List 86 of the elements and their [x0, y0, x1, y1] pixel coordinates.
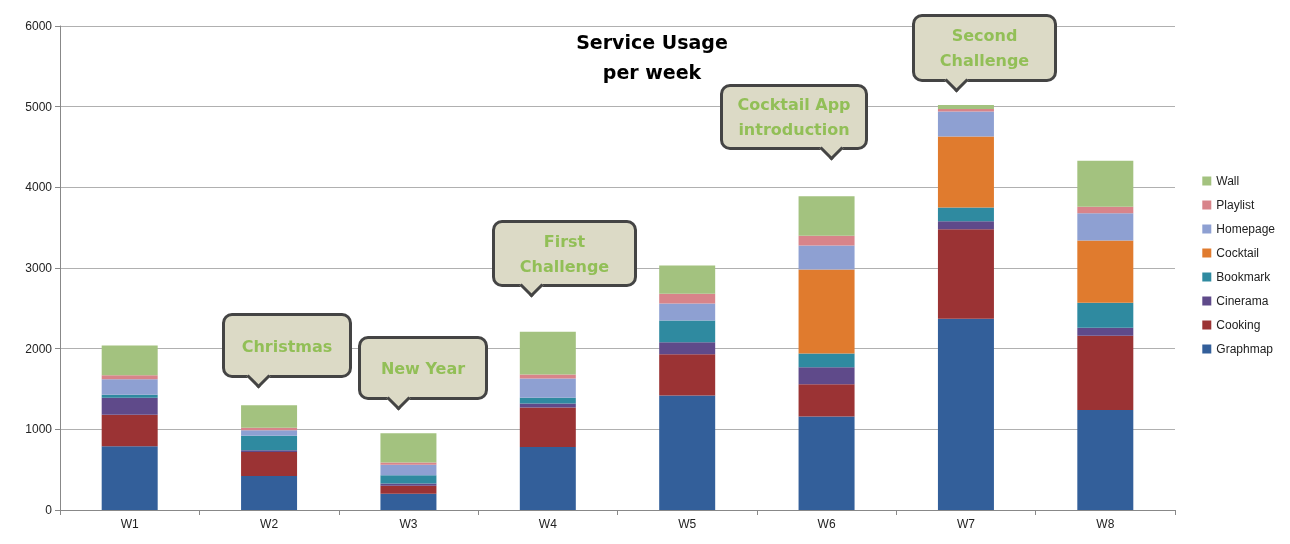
bar — [380, 462, 437, 465]
bar — [1077, 206, 1134, 214]
x-tick-label: W8 — [1096, 517, 1115, 531]
bar — [241, 405, 298, 428]
bar — [937, 136, 994, 208]
bar — [798, 245, 855, 270]
annotation: First Challenge — [518, 230, 611, 278]
bar — [519, 397, 576, 404]
bar — [937, 105, 994, 110]
bar — [659, 293, 716, 304]
bar — [1077, 160, 1134, 207]
x-tick-label: W2 — [260, 517, 279, 531]
bar — [380, 475, 437, 484]
y-tick-label: 2000 — [25, 341, 53, 356]
x-tick-label: W6 — [817, 517, 836, 531]
bar — [937, 229, 994, 319]
bar — [380, 493, 437, 510]
bar — [798, 384, 855, 417]
y-tick-label: 3000 — [25, 261, 53, 275]
bar — [101, 379, 158, 395]
y-tick-label: 6000 — [25, 19, 53, 33]
y-tick-label: 1000 — [25, 422, 53, 437]
bar — [1077, 327, 1134, 336]
legend-label: Wall — [1216, 174, 1240, 188]
x-tick-label: W3 — [399, 517, 418, 531]
bar — [519, 378, 576, 398]
bar — [380, 464, 437, 476]
legend-label: Playlist — [1216, 198, 1255, 212]
y-tick-label: 0 — [45, 503, 53, 517]
bar — [937, 207, 994, 222]
y-tick-label: 4000 — [25, 180, 53, 195]
bar — [241, 476, 298, 510]
legend-label: Cinerama — [1216, 294, 1269, 308]
x-tick-label: W4 — [538, 517, 558, 531]
text: Service Usage per week — [576, 31, 728, 83]
legend-label: Graphmap — [1216, 342, 1274, 356]
bar — [1077, 213, 1134, 241]
bar — [659, 320, 716, 343]
legend-label: Bookmark — [1216, 270, 1272, 284]
legend-label: Homepage — [1216, 222, 1276, 236]
bar — [659, 342, 716, 355]
bar — [101, 375, 158, 380]
bar — [937, 221, 994, 230]
bar — [659, 265, 716, 294]
bar — [101, 345, 158, 376]
x-tick-label: W5 — [678, 517, 697, 531]
bar — [798, 196, 855, 236]
bar — [1077, 409, 1134, 510]
bar — [519, 447, 576, 510]
bar — [380, 433, 437, 463]
x-tick-label: W1 — [120, 517, 140, 531]
bar — [659, 395, 716, 510]
bar — [937, 109, 994, 112]
annotation: New Year — [379, 357, 467, 380]
bar — [519, 403, 576, 408]
y-tick-label: 5000 — [25, 99, 53, 114]
bar — [659, 303, 716, 321]
legend-label: Cocktail — [1216, 246, 1259, 260]
bar — [798, 416, 855, 510]
bar — [241, 435, 298, 451]
bar — [937, 111, 994, 137]
bar — [659, 354, 716, 396]
bar — [1077, 302, 1134, 328]
annotation: Christmas — [240, 335, 334, 357]
bar — [519, 331, 576, 375]
bar — [241, 451, 298, 477]
bar — [101, 446, 158, 510]
bar — [798, 353, 855, 368]
bar — [241, 430, 298, 436]
annotation: Cocktail App introduction — [736, 94, 852, 141]
bar — [519, 407, 576, 448]
bar — [101, 397, 158, 415]
bar — [798, 235, 855, 246]
bar — [798, 367, 855, 385]
annotation: Second Challenge — [938, 25, 1031, 72]
legend-label: Cooking — [1216, 318, 1261, 332]
bar — [380, 483, 437, 486]
bar — [937, 318, 994, 510]
x-tick-label: W7 — [956, 517, 976, 531]
bar — [1077, 335, 1134, 410]
bar — [380, 485, 437, 494]
bar — [101, 394, 158, 398]
bar — [519, 374, 576, 379]
bar — [798, 269, 855, 354]
bar — [1077, 240, 1134, 303]
bar — [101, 414, 158, 447]
